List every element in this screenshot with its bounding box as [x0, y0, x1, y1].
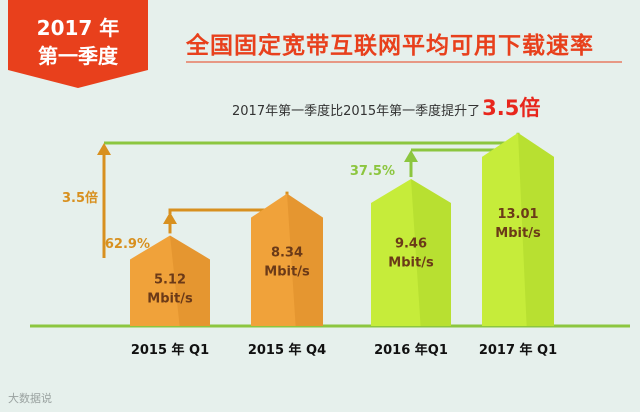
data-label-value-2: 9.46: [395, 236, 427, 251]
chart-title: 全国固定宽带互联网平均可用下载速率: [186, 33, 594, 59]
bar-shade-3: [518, 132, 554, 326]
annotation-growth-2015: 62.9%: [105, 237, 150, 252]
badge-quarter: 第一季度: [38, 44, 118, 68]
data-label-unit-0: Mbit/s: [147, 291, 193, 306]
bar-1: [251, 193, 323, 326]
annotation-overall: 3.5倍: [62, 190, 98, 206]
subtitle-highlight: 3.5倍: [482, 96, 541, 120]
bar-3: [482, 132, 554, 326]
badge-year: 2017 年: [36, 16, 120, 40]
bars-group: [130, 132, 554, 326]
data-label-value-3: 13.01: [497, 207, 538, 222]
connector-overall: [104, 132, 520, 145]
bar-shade-0: [170, 235, 210, 326]
bar-shade-1: [287, 193, 323, 326]
watermark: 大数据说: [8, 392, 52, 405]
chart-subtitle: 2017年第一季度比2015年第一季度提升了3.5倍: [232, 92, 540, 122]
category-label-2: 2016 年Q1: [374, 342, 448, 358]
category-label-0: 2015 年 Q1: [131, 342, 209, 358]
bar-2: [371, 179, 451, 326]
category-label-3: 2017 年 Q1: [479, 342, 557, 358]
annotation-growth-2016: 37.5%: [350, 164, 395, 179]
arrow-62-head: [163, 212, 177, 224]
data-label-unit-3: Mbit/s: [495, 226, 541, 241]
data-label-value-0: 5.12: [154, 272, 186, 287]
date-badge: [8, 0, 148, 88]
subtitle-text: 2017年第一季度比2015年第一季度提升了: [232, 104, 481, 119]
data-label-value-1: 8.34: [271, 246, 303, 261]
category-label-1: 2015 年 Q4: [248, 342, 326, 358]
arrow-375-head: [404, 150, 418, 162]
bar-0: [130, 235, 210, 326]
labels-group: 5.12 Mbit/s 2015 年 Q1 8.34 Mbit/s 2015 年 Q4 9.…: [62, 164, 557, 358]
data-label-unit-2: Mbit/s: [388, 255, 434, 270]
data-label-unit-1: Mbit/s: [264, 265, 310, 280]
bar-shade-2: [411, 179, 451, 326]
arrow-overall-head: [97, 143, 111, 155]
